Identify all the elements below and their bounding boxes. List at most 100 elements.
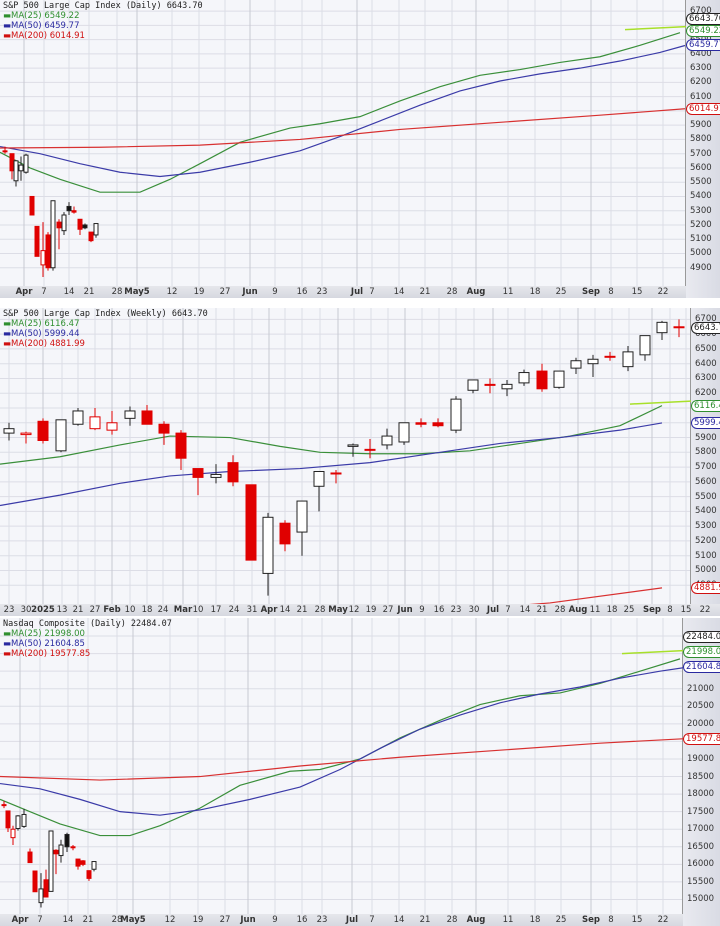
candle — [245, 484, 257, 561]
candle — [518, 369, 530, 386]
candle — [175, 430, 187, 471]
candle — [570, 357, 582, 375]
date-tick: 27 — [219, 287, 231, 297]
price-tick: 5200 — [695, 535, 717, 546]
date-tick: 28 — [554, 605, 566, 615]
candle — [53, 849, 59, 875]
candle — [32, 870, 38, 893]
candle — [43, 869, 49, 898]
price-tick: 5800 — [695, 447, 717, 458]
price-tick: 6200 — [690, 77, 712, 88]
price-tick: 5900 — [690, 120, 712, 131]
date-tick: 21 — [419, 287, 431, 297]
price-tick: 5700 — [690, 148, 712, 159]
date-tick: 27 — [89, 605, 101, 615]
price-tick: 16000 — [687, 859, 715, 870]
date-tick: 18 — [141, 605, 153, 615]
candle — [91, 861, 97, 872]
candle — [381, 428, 393, 450]
date-tick: 25 — [555, 915, 567, 925]
date-tick: 24 — [157, 605, 169, 615]
candle — [13, 160, 19, 187]
price-tick: 5700 — [695, 462, 717, 473]
date-tick: Sep — [582, 915, 600, 925]
chart-panel-spx-daily: 4900 5000 5100 5200 5300 5400 5500 5600 5700 5800… — [0, 0, 720, 298]
candle — [158, 421, 170, 445]
candle — [1, 801, 7, 809]
candle — [673, 319, 685, 338]
candle — [536, 363, 548, 392]
candle — [80, 860, 86, 867]
price-tick: 6100 — [690, 91, 712, 102]
candle — [88, 231, 94, 243]
date-tick: 25 — [555, 287, 567, 297]
date-tick: Apr — [260, 605, 278, 615]
candle — [61, 212, 67, 235]
candle — [38, 873, 44, 908]
date-tick: 21 — [296, 605, 308, 615]
chart-title: S&P 500 Large Cap Index (Daily) 6643.70 — [3, 1, 203, 11]
price-tick: 20500 — [687, 701, 715, 712]
candle — [40, 222, 46, 278]
candle — [23, 153, 29, 174]
candle — [587, 354, 599, 377]
candle — [66, 202, 72, 215]
price-label: 4881.99 — [691, 581, 720, 594]
price-tick: 5300 — [695, 521, 717, 532]
date-tick: 22 — [699, 605, 711, 615]
candle — [34, 225, 40, 257]
date-tick: 16 — [433, 605, 445, 615]
candle — [604, 351, 616, 361]
price-tick: 5100 — [690, 234, 712, 245]
price-tick: 6600 — [695, 329, 717, 340]
date-tick: 30 — [468, 605, 480, 615]
candle — [48, 830, 54, 892]
date-tick: 17 — [210, 605, 222, 615]
date-tick: Sep — [582, 287, 600, 297]
date-tick: 16 — [296, 287, 308, 297]
date-axis: Apr 7 14 21 28 May5 12 19 27 Jun 9 16 23 Jul 7 14 21 28 Au… — [0, 914, 683, 926]
price-tick: 18500 — [687, 771, 715, 782]
legend: S&P 500 Large Cap Index (Weekly) 6643.70… — [3, 309, 208, 349]
date-tick: 21 — [72, 605, 84, 615]
date-tick: 2025 — [31, 605, 55, 615]
date-tick: Aug — [466, 915, 486, 925]
date-tick: 24 — [228, 605, 240, 615]
price-tick: 5400 — [695, 506, 717, 517]
price-tick: 5600 — [695, 476, 717, 487]
candle — [262, 512, 274, 596]
candle — [72, 408, 84, 426]
candle — [279, 520, 291, 552]
candle — [9, 153, 15, 180]
price-label: 5999.44 — [691, 416, 720, 429]
date-tick: 19 — [365, 605, 377, 615]
date-tick: 14 — [393, 287, 405, 297]
price-tick: 17500 — [687, 806, 715, 817]
date-tick: 30 — [20, 605, 32, 615]
candle — [124, 406, 136, 426]
date-tick: 22 — [657, 915, 669, 925]
chart-panel-nasdaq-daily: 15000 15500 16000 16500 17000 17500 18000 18500… — [0, 618, 720, 926]
candle — [106, 410, 118, 435]
price-tick: 5000 — [695, 565, 717, 576]
date-tick: 15 — [680, 605, 692, 615]
price-tick: 6500 — [695, 343, 717, 354]
price-tick: 15000 — [687, 894, 715, 905]
price-tick: 21000 — [687, 683, 715, 694]
candle — [71, 206, 77, 214]
candle — [89, 408, 101, 431]
candle — [656, 320, 668, 341]
candle — [50, 200, 56, 271]
legend-ma25: ▬MA(25) 21998.00 — [3, 629, 85, 639]
candle — [75, 858, 81, 870]
date-tick: Apr — [11, 915, 29, 925]
ma25-line — [0, 658, 681, 837]
date-tick: Apr — [15, 287, 33, 297]
price-tick: 5300 — [690, 205, 712, 216]
price-tick: 6200 — [695, 388, 717, 399]
candle — [18, 156, 24, 181]
legend-ma50: ▬MA(50) 5999.44 — [3, 329, 80, 339]
date-tick: Sep — [643, 605, 661, 615]
date-tick: 25 — [623, 605, 635, 615]
candle — [56, 219, 62, 250]
